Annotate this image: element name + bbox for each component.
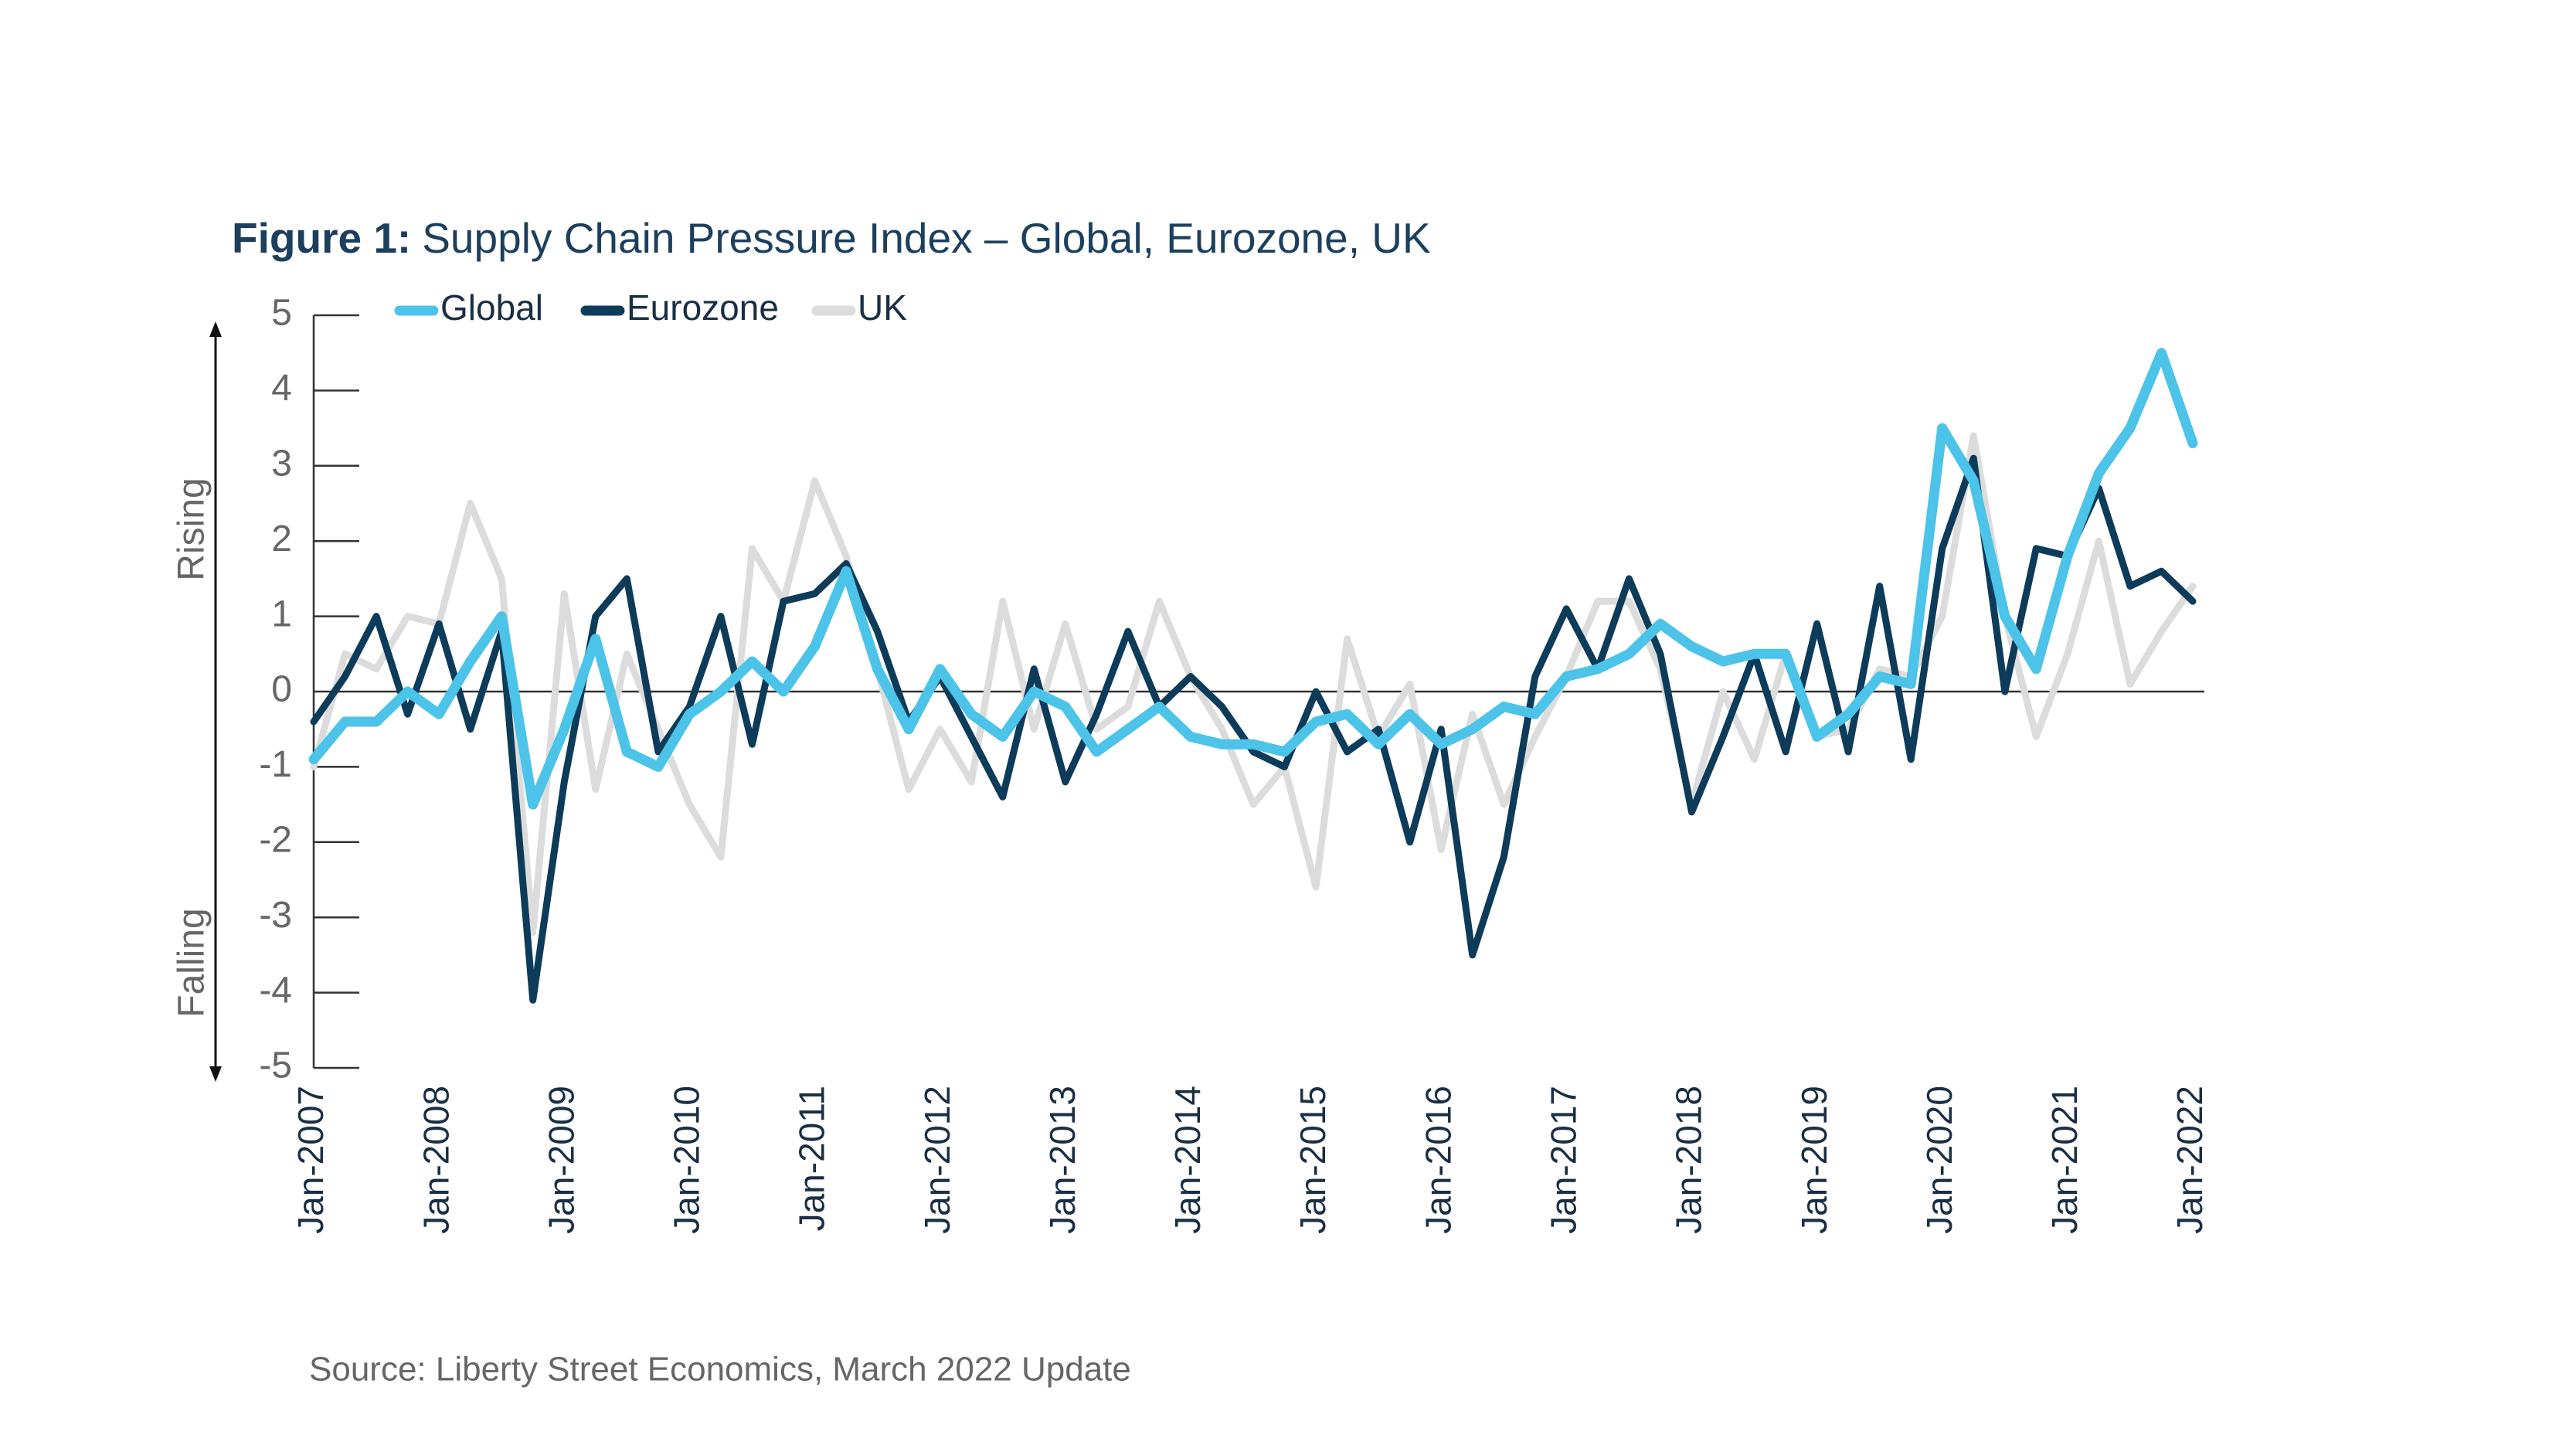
title-text: Supply Chain Pressure Index – Global, Eu… (422, 214, 1431, 262)
y-tick-label: 1 (271, 593, 292, 634)
y-tick-label: 2 (271, 518, 292, 559)
legend-label: Eurozone (627, 287, 779, 328)
x-tick-label: Jan-2012 (917, 1086, 957, 1234)
x-tick-label: Jan-2021 (2044, 1086, 2085, 1234)
legend-label: Global (440, 287, 543, 328)
x-tick-label: Jan-2013 (1042, 1086, 1082, 1234)
x-tick-label: Jan-2016 (1418, 1086, 1458, 1234)
series-line (308, 348, 2198, 810)
y-tick-label: 0 (271, 669, 292, 710)
x-tick-label: Jan-2010 (667, 1086, 707, 1234)
x-tick-label: Jan-2011 (792, 1086, 832, 1231)
plot-area: -5 -4 -3 -2 -1 0 1 2 3 4 5 Jan-2007 Jan-2008 Jan-2009… (259, 287, 2210, 1234)
x-tick-label: Jan-2014 (1167, 1086, 1208, 1234)
rising-label: Rising (172, 478, 212, 580)
y-tick-label: -1 (259, 744, 292, 785)
x-tick-label: Jan-2019 (1794, 1086, 1834, 1234)
y-tick-label: 3 (271, 443, 292, 484)
x-tick-label: Jan-2018 (1669, 1086, 1709, 1234)
falling-label: Falling (172, 908, 212, 1017)
x-tick-label: Jan-2009 (541, 1086, 581, 1234)
x-tick-label: Jan-2007 (291, 1086, 331, 1234)
x-tick-label: Jan-2017 (1543, 1086, 1583, 1234)
chart-title: Figure 1: Supply Chain Pressure Index – G… (232, 214, 1431, 262)
x-tick-label: Jan-2022 (2170, 1086, 2210, 1234)
arrow-head-up (209, 321, 222, 337)
y-tick-label: 4 (271, 368, 292, 409)
y-tick-label: -2 (259, 819, 292, 860)
x-tick-label: Jan-2015 (1293, 1086, 1333, 1234)
title-label: Figure 1: (232, 214, 411, 262)
source-note: Source: Liberty Street Economics, March … (309, 1351, 1131, 1389)
x-tick-label: Jan-2020 (1919, 1086, 1959, 1234)
arrow-head-down (209, 1066, 222, 1082)
legend-label: UK (858, 287, 907, 328)
y-tick-label: -4 (259, 970, 292, 1011)
y-tick-label: 5 (271, 293, 292, 334)
series-line (310, 454, 2197, 1004)
y-tick-label: -3 (259, 895, 292, 936)
series-line (310, 432, 2197, 937)
y-tick-label: -5 (259, 1045, 292, 1086)
x-tick-label: Jan-2008 (416, 1086, 456, 1234)
